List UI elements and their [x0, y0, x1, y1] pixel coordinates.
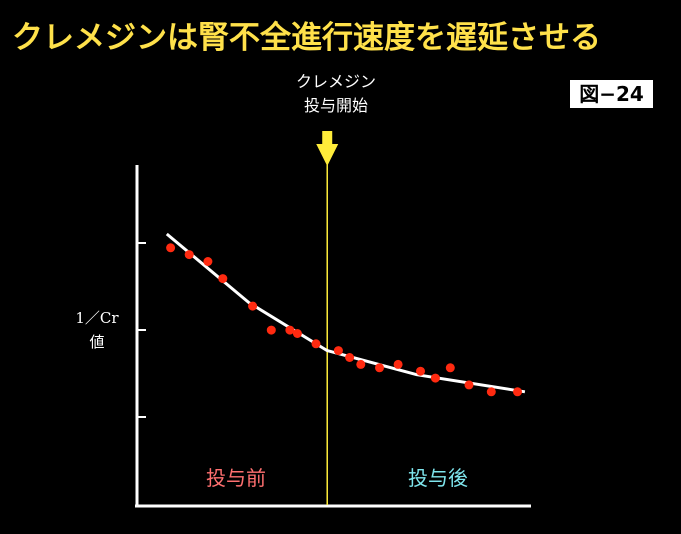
data-point	[430, 373, 440, 383]
data-point	[218, 274, 228, 284]
y-axis-label-line2: 値	[89, 333, 105, 351]
data-point	[292, 329, 302, 338]
data-point	[486, 387, 496, 397]
data-point	[513, 387, 522, 397]
start-marker-label-line2: 投与開始	[303, 96, 368, 115]
axes	[135, 165, 531, 508]
data-point	[356, 359, 366, 369]
data-point	[345, 353, 355, 362]
start-marker-label: クレメジン 投与開始	[276, 70, 396, 118]
data-point	[464, 380, 474, 390]
data-point	[333, 346, 343, 356]
start-marker-label-line1: クレメジン	[295, 72, 376, 91]
figure-label: 図−24	[570, 80, 653, 108]
data-point	[375, 363, 384, 373]
data-point	[311, 339, 321, 349]
data-point	[266, 325, 276, 335]
y-axis-label: 1／Cr 値	[62, 306, 132, 354]
trend-line	[165, 232, 526, 394]
data-point	[166, 243, 176, 253]
data-points	[166, 243, 522, 397]
y-axis-label-line1: 1／Cr	[75, 309, 119, 327]
data-point	[285, 325, 295, 335]
phase-before-label: 投与前	[206, 466, 266, 490]
phase-after-label: 投与後	[408, 466, 468, 490]
intervention-marker	[316, 131, 339, 505]
data-point	[184, 250, 194, 260]
down-arrow-icon	[316, 131, 339, 166]
slide-title: クレメジンは腎不全進行速度を遅延させる	[12, 20, 601, 56]
data-point	[445, 363, 455, 373]
data-point	[203, 257, 213, 266]
data-point	[416, 366, 425, 376]
data-point	[393, 359, 403, 369]
data-point	[248, 301, 258, 311]
